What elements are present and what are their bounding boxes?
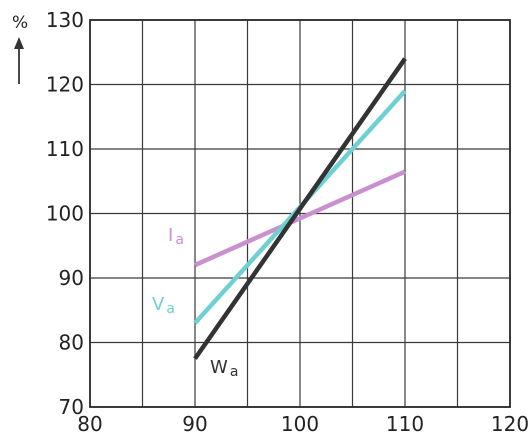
- y-axis-label: %: [12, 13, 28, 33]
- y-tick-labels: 70 80 90 100 110 120 130: [46, 8, 84, 419]
- chart-grid: [89, 19, 511, 408]
- x-tick-labels: 80 90 100 110 120: [77, 412, 529, 436]
- y-tick-label: 120: [46, 73, 84, 97]
- y-tick-label: 100: [46, 202, 84, 226]
- y-axis-label-group: %: [12, 13, 28, 84]
- y-tick-label: 90: [59, 266, 84, 290]
- y-tick-label: 130: [46, 8, 84, 32]
- x-tick-label: 90: [182, 412, 207, 436]
- plot-frame: [89, 19, 511, 408]
- series-line-ia: [194, 169, 406, 268]
- y-axis-arrowhead-icon: [14, 37, 24, 49]
- y-tick-label: 70: [59, 395, 84, 419]
- x-tick-label: 110: [386, 412, 424, 436]
- x-tick-label: 100: [281, 412, 319, 436]
- series-lines: [193, 57, 407, 360]
- x-tick-label: 80: [77, 412, 102, 436]
- y-tick-label: 110: [46, 137, 84, 161]
- series-line-wa: [193, 57, 407, 360]
- y-tick-label: 80: [59, 331, 84, 355]
- x-tick-label: 120: [491, 412, 529, 436]
